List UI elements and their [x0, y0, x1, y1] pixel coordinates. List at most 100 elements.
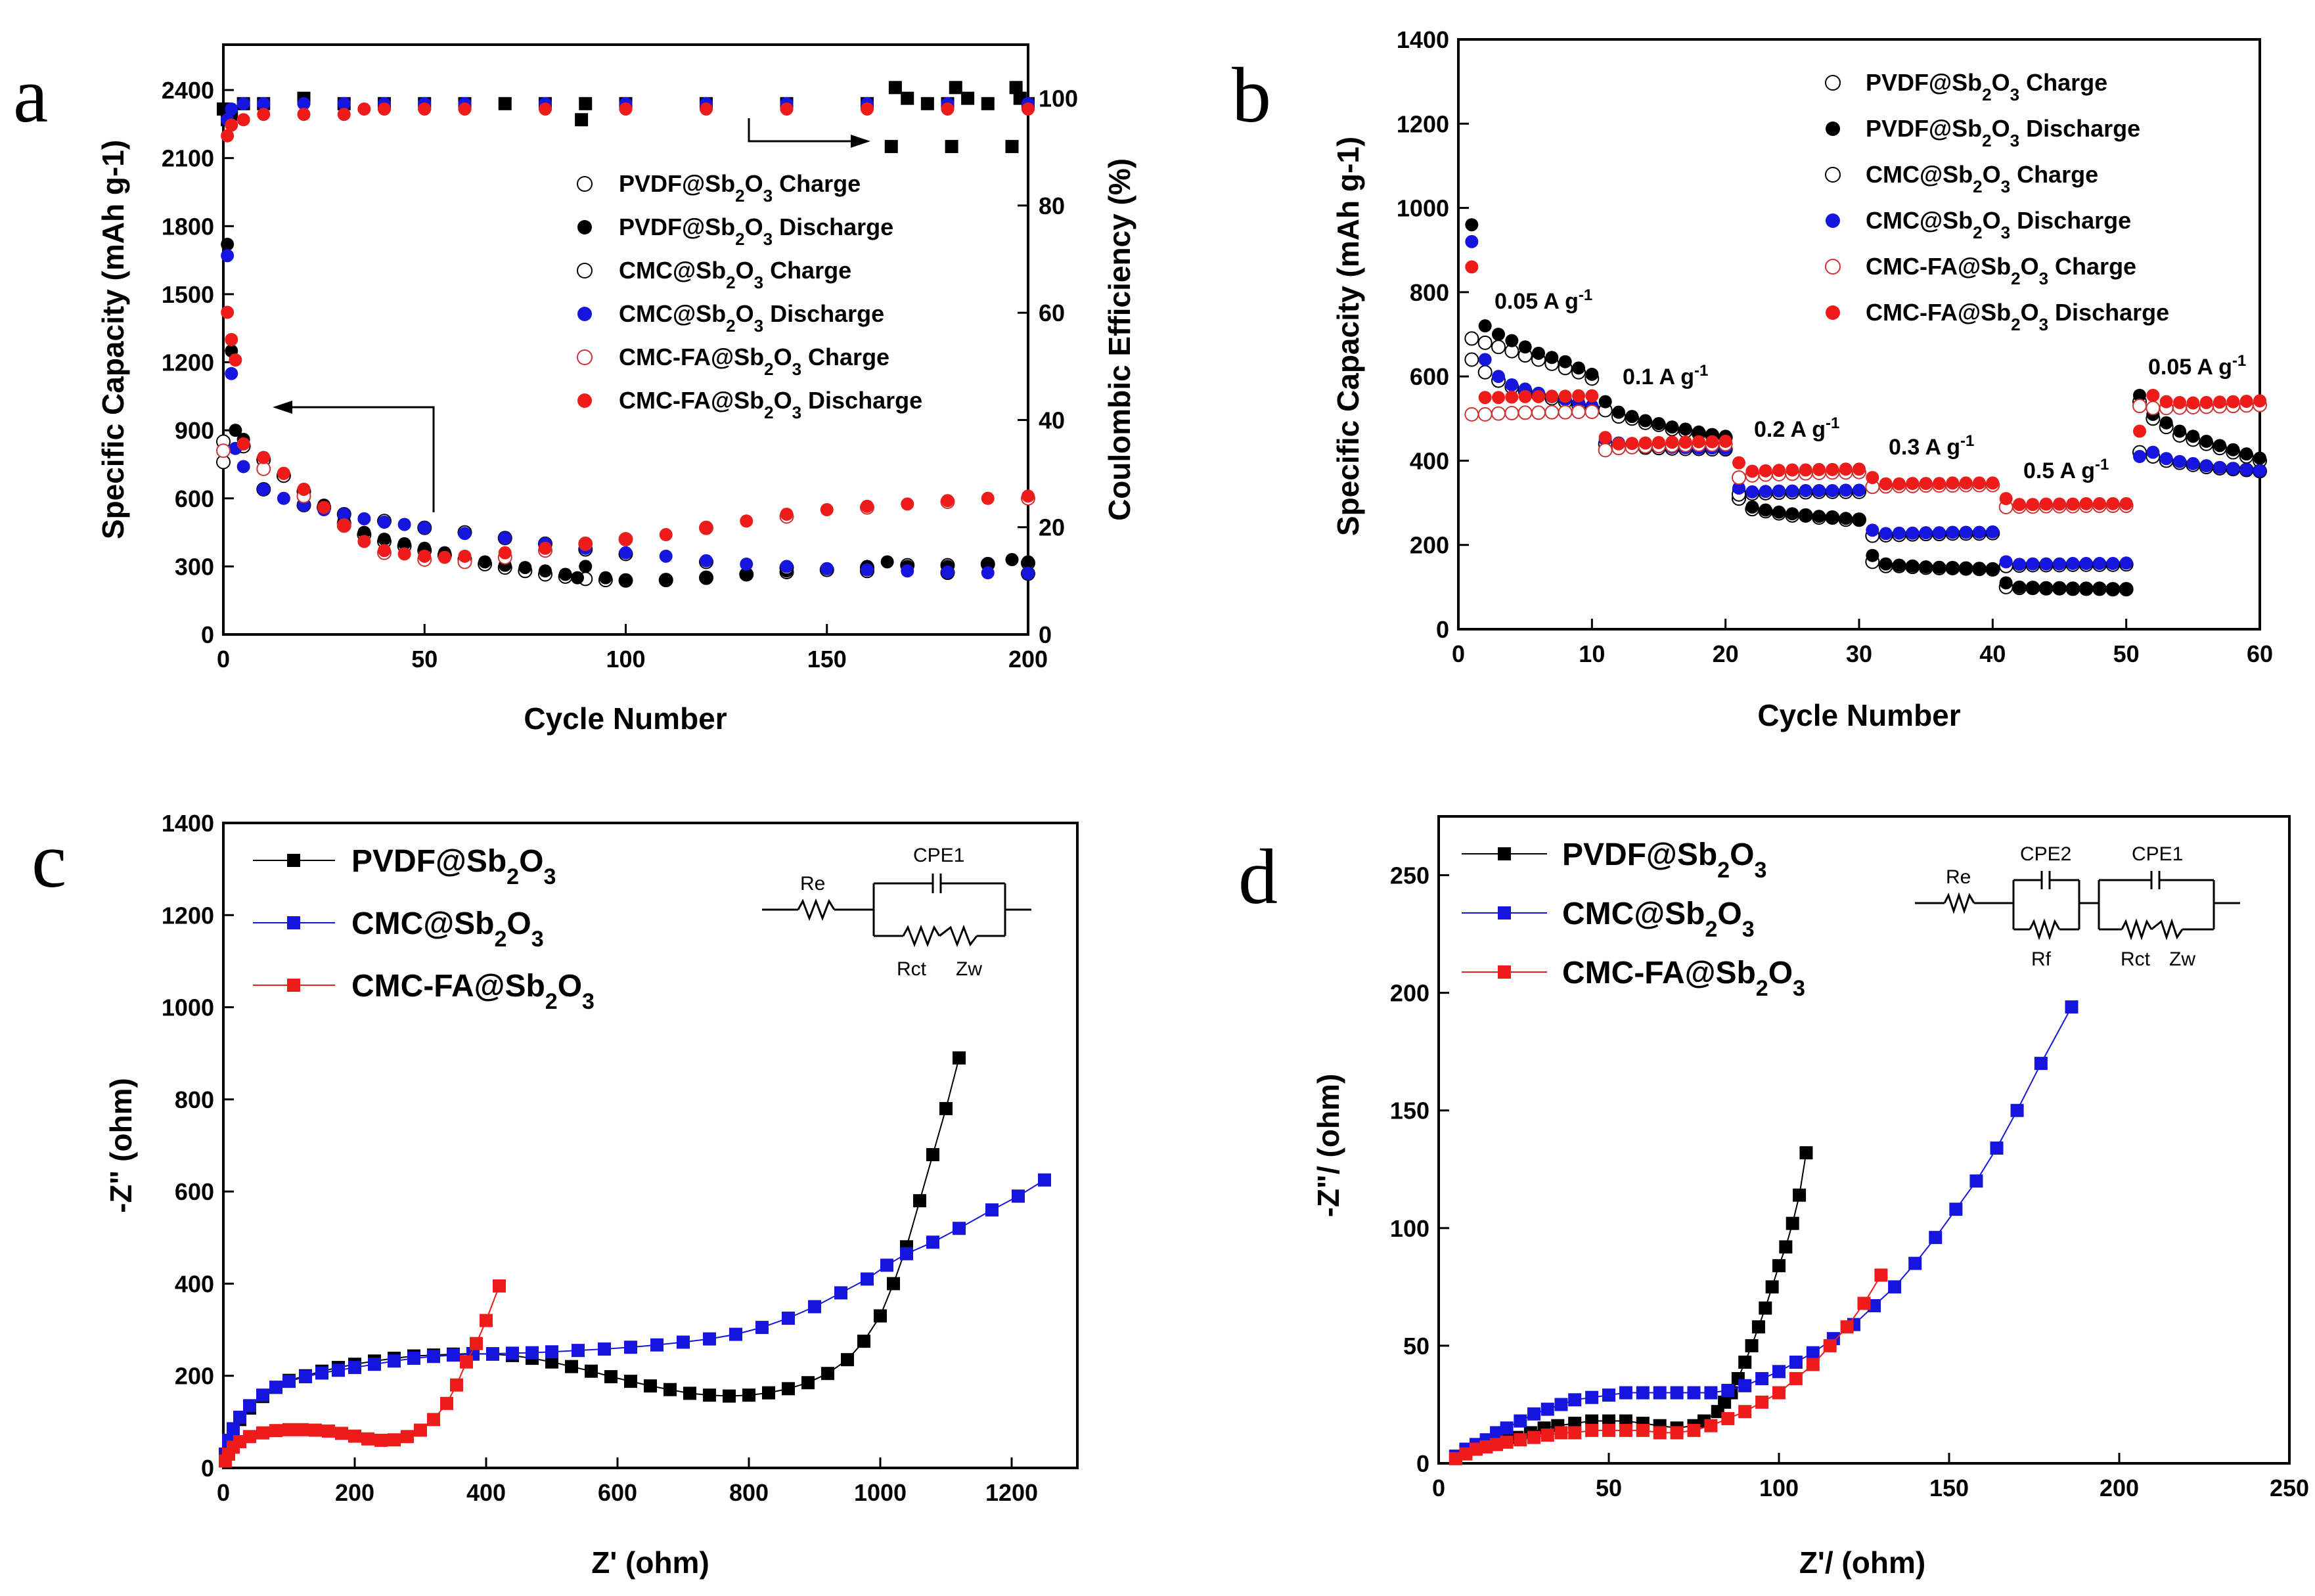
x-axis-title-c: Z' (ohm) — [591, 1545, 709, 1580]
data-point-cmc-fa-sb2o3-discharge — [901, 497, 914, 511]
panel-letter-c: c — [32, 816, 66, 904]
data-point-cmc-sb2o3-discharge — [740, 557, 753, 571]
data-point-cmc-sb2o3-discharge — [2239, 462, 2253, 476]
x-tick-label: 0 — [1452, 640, 1465, 667]
data-point-cmc-sb2o3 — [1670, 1386, 1684, 1400]
data-point-pvdf-sb2o3-discharge — [2159, 416, 2173, 430]
data-point-cmc-fa-sb2o3-charge — [1598, 443, 1613, 458]
y-tick-label: 1200 — [162, 349, 214, 376]
data-point-cmc-fa-sb2o3-charge — [1585, 405, 1600, 420]
chart-c: 0 200 400 600 800 1000 1200 0 200 400 600 800 1000 1… — [104, 810, 1079, 1580]
data-point-pvdf-sb2o3-discharge — [1759, 503, 1772, 517]
data-point-cmc-fa-sb2o3-discharge — [1652, 435, 1665, 449]
data-point-cmc-fa-sb2o3-discharge — [1786, 463, 1799, 477]
circuit-d-rct-resistor — [2121, 918, 2153, 941]
data-point-pvdf-sb2o3-charge — [1477, 335, 1493, 350]
data-point-pvdf-sb2o3 — [874, 1309, 887, 1323]
data-point-cmc-sb2o3-discharge — [700, 554, 713, 567]
x-tick-label: 1200 — [985, 1479, 1038, 1506]
x-tick-label: 0 — [1432, 1474, 1445, 1501]
x-tick-label: 400 — [466, 1479, 506, 1506]
data-point-cmc-sb2o3 — [1888, 1280, 1902, 1294]
data-point-cmc-sb2o3 — [1704, 1386, 1718, 1400]
data-point-cmc-sb2o3 — [1012, 1189, 1025, 1203]
data-point-cmc-sb2o3 — [1540, 1402, 1554, 1416]
y-tick-label: 0 — [1416, 1450, 1429, 1477]
data-point-cmc-sb2o3-discharge — [1826, 213, 1840, 228]
data-point-cmc-sb2o3 — [1969, 1174, 1983, 1188]
data-point-cmc-sb2o3 — [985, 1203, 999, 1217]
data-point-pvdf-sb2o3-discharge — [2119, 583, 2133, 596]
data-point-pvdf-sb2o3-discharge — [1906, 559, 1920, 573]
y-tick-label: 1000 — [162, 994, 214, 1021]
x-tick-label: 0 — [217, 1479, 230, 1506]
data-point-pvdf-sb2o3-coulombic-efficiency — [945, 140, 958, 154]
y-tick-label: 250 — [1390, 862, 1429, 889]
y-right-tick-label: 80 — [1039, 192, 1065, 219]
data-point-cmc-fa-sb2o3 — [460, 1355, 473, 1369]
x-tick-label: 100 — [606, 646, 645, 673]
data-marks-a — [216, 81, 1035, 588]
data-point-cmc-fa-sb2o3 — [401, 1430, 414, 1444]
x-tick-label: 600 — [598, 1479, 637, 1506]
data-point-cmc-sb2o3 — [1772, 1365, 1786, 1379]
y-axis-d: 0 50 100 150 200 250 — [1390, 862, 1449, 1477]
data-point-cmc-sb2o3-discharge — [2026, 557, 2040, 571]
data-point-cmc-fa-sb2o3-discharge — [2159, 395, 2173, 409]
data-point-cmc-fa-sb2o3-discharge — [539, 541, 552, 555]
data-point-pvdf-sb2o3 — [287, 854, 300, 867]
data-point-cmc-sb2o3-discharge — [2226, 462, 2240, 476]
data-point-pvdf-sb2o3-discharge — [1665, 420, 1679, 434]
rate-label: 0.1 A g-1 — [1623, 362, 1708, 390]
data-point-cmc-fa-sb2o3 — [296, 1423, 309, 1436]
data-point-pvdf-sb2o3-coulombic-efficiency — [949, 81, 962, 95]
data-point-cmc-sb2o3 — [703, 1332, 716, 1346]
y-tick-label: 1200 — [1397, 110, 1449, 137]
data-point-cmc-sb2o3-discharge — [357, 512, 371, 525]
data-point-cmc-sb2o3 — [1619, 1386, 1632, 1400]
data-point-cmc-fa-sb2o3-discharge — [1879, 477, 1893, 491]
data-point-pvdf-sb2o3-discharge — [378, 532, 391, 546]
data-point-cmc-fa-sb2o3-coulombic-efficiency — [1022, 102, 1035, 116]
data-point-cmc-sb2o3-discharge — [1853, 483, 1866, 497]
data-point-cmc-sb2o3-discharge — [861, 563, 874, 577]
data-point-cmc-fa-sb2o3-discharge — [579, 537, 593, 550]
data-point-cmc-sb2o3-discharge — [2213, 460, 2226, 474]
y-tick-label: 200 — [1390, 980, 1429, 1007]
data-point-cmc-fa-sb2o3-discharge — [1826, 305, 1840, 320]
data-point-cmc-fa-sb2o3-discharge — [2133, 424, 2146, 438]
legend-label-pvdf-sb2o3-charge: PVDF@Sb2O3 Charge — [619, 170, 861, 206]
data-point-cmc-fa-sb2o3-charge — [1571, 405, 1586, 420]
data-point-cmc-sb2o3 — [880, 1258, 893, 1272]
data-point-pvdf-sb2o3 — [821, 1367, 834, 1381]
data-point-cmc-fa-sb2o3-discharge — [1799, 463, 1812, 477]
data-point-cmc-fa-sb2o3-discharge — [1638, 436, 1652, 450]
data-point-pvdf-sb2o3-discharge — [577, 220, 592, 234]
x-tick-label: 1000 — [854, 1479, 907, 1506]
data-point-cmc-fa-sb2o3-discharge — [2079, 497, 2093, 510]
circuit-d-re-resistor — [1943, 892, 1975, 914]
data-point-cmc-sb2o3-charge — [1464, 352, 1479, 367]
data-point-cmc-sb2o3-discharge — [1505, 378, 1519, 391]
rate-label: 0.2 A g-1 — [1754, 414, 1839, 443]
data-point-cmc-fa-sb2o3-discharge — [1492, 391, 1505, 405]
circuit-c-rct-resistor — [902, 924, 941, 948]
data-point-cmc-sb2o3-discharge — [1959, 525, 1973, 539]
y-tick-label: 2100 — [162, 145, 214, 172]
x-axis-c: 0 200 400 600 800 1000 1200 — [217, 1457, 1038, 1506]
data-point-pvdf-sb2o3-discharge — [2093, 582, 2106, 596]
data-point-pvdf-sb2o3-coulombic-efficiency — [579, 97, 593, 110]
legend-label-cmc-fa-sb2o3-discharge: CMC-FA@Sb2O3 Discharge — [1866, 299, 2169, 334]
chart-a: 0 50 100 150 200 030060090012001500180021002… — [96, 43, 1136, 736]
data-point-cmc-fa-sb2o3-charge — [1558, 405, 1573, 420]
data-point-pvdf-sb2o3-discharge — [1786, 507, 1799, 521]
data-point-cmc-fa-sb2o3-discharge — [2186, 396, 2200, 410]
data-point-cmc-sb2o3 — [953, 1222, 966, 1235]
data-point-cmc-fa-sb2o3-discharge — [1999, 492, 2013, 506]
y-tick-label: 1400 — [162, 810, 214, 837]
data-point-cmc-fa-sb2o3-discharge — [619, 532, 633, 546]
data-point-cmc-sb2o3 — [677, 1335, 690, 1349]
circuit-d-rf-resistor — [2029, 918, 2061, 941]
data-point-cmc-sb2o3-discharge — [619, 546, 633, 560]
data-point-cmc-sb2o3 — [1721, 1383, 1735, 1397]
